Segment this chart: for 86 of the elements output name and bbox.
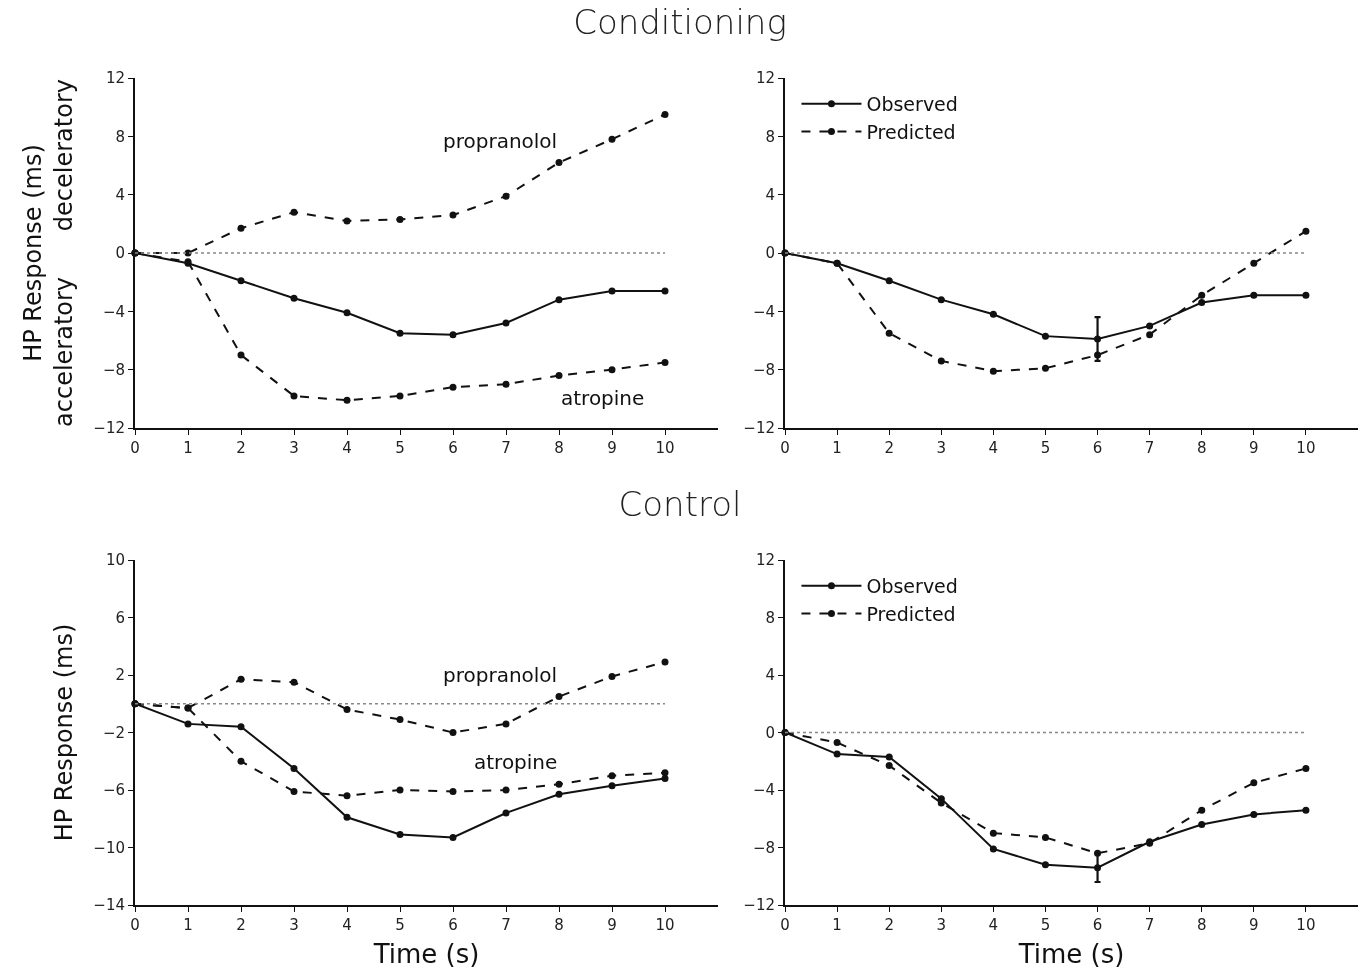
y-tick-label: 12 xyxy=(755,551,775,570)
x-tick-label: 8 xyxy=(1196,916,1207,934)
y-tick-label: 4 xyxy=(765,666,775,685)
x-tick-label: 0 xyxy=(780,916,790,934)
y-tick-label: −4 xyxy=(752,302,775,321)
y-tick-label: 10 xyxy=(105,551,125,570)
y-tick-label: −10 xyxy=(93,838,125,857)
x-tick-label: 4 xyxy=(988,439,999,457)
x-tick-label: 9 xyxy=(1249,439,1259,457)
x-tick-label: 5 xyxy=(1040,439,1051,457)
y-tick-label: −12 xyxy=(743,896,775,915)
x-tick-label: 3 xyxy=(289,916,299,934)
x-tick-label: 1 xyxy=(832,916,842,934)
series-label: atropine xyxy=(561,386,645,410)
y-tick-label: 4 xyxy=(765,185,775,204)
x-tick-label: 2 xyxy=(236,439,246,457)
x-tick-label: 6 xyxy=(448,439,458,457)
series-label: propranolol xyxy=(443,129,558,153)
x-tick-label: 4 xyxy=(342,916,352,934)
x-tick-label: 10 xyxy=(655,916,675,934)
x-tick-label: 10 xyxy=(1296,916,1316,934)
x-tick-label: 3 xyxy=(936,916,947,934)
x-tick-label: 9 xyxy=(607,916,617,934)
y-tick-label: 12 xyxy=(755,69,775,88)
x-tick-label: 5 xyxy=(1040,916,1051,934)
x-tick-label: 8 xyxy=(1196,439,1207,457)
y-tick-label: −4 xyxy=(102,302,125,321)
y-tick-label: 6 xyxy=(115,608,125,627)
y-tick-label: 8 xyxy=(115,127,125,146)
y-axis-title: HP Response (ms) xyxy=(49,623,78,842)
legend-label: Observed xyxy=(866,575,958,598)
legend-label: Predicted xyxy=(866,602,956,625)
x-tick-label: 2 xyxy=(884,916,894,934)
y-tick-label: −4 xyxy=(752,781,775,800)
x-tick-label: 6 xyxy=(1092,439,1103,457)
x-tick-label: 10 xyxy=(655,439,675,457)
x-tick-label: 3 xyxy=(936,439,947,457)
y-tick-label: 8 xyxy=(765,127,775,146)
y-tick-label: −14 xyxy=(93,896,125,915)
x-tick-label: 5 xyxy=(395,439,405,457)
x-tick-label: 7 xyxy=(501,439,511,457)
y-tick-label: 0 xyxy=(765,244,775,263)
legend-label: Observed xyxy=(866,93,958,116)
x-tick-label: 0 xyxy=(130,439,140,457)
x-tick-label: 9 xyxy=(1249,916,1259,934)
y-tick-label: −6 xyxy=(102,781,125,800)
x-tick-label: 0 xyxy=(780,439,790,457)
x-tick-label: 1 xyxy=(183,439,193,457)
x-tick-label: 3 xyxy=(289,439,299,457)
x-tick-label: 1 xyxy=(183,916,193,934)
x-axis-title: Time (s) xyxy=(372,939,480,970)
y-axis-title: HP Response (ms) acceleratory deceleratory xyxy=(18,79,78,427)
y-tick-label: 0 xyxy=(115,244,125,263)
legend-label: Predicted xyxy=(866,120,956,143)
x-tick-label: 7 xyxy=(501,916,511,934)
series-label: propranolol xyxy=(443,663,558,687)
y-tick-label: 0 xyxy=(765,723,775,742)
y-tick-label: 12 xyxy=(105,69,125,88)
y-tick-label: −12 xyxy=(93,419,125,438)
y-tick-label: −8 xyxy=(102,360,125,379)
x-tick-label: 7 xyxy=(1144,916,1155,934)
x-tick-label: 4 xyxy=(988,916,999,934)
x-tick-label: 2 xyxy=(236,916,246,934)
y-tick-label: −2 xyxy=(102,723,125,742)
x-tick-label: 9 xyxy=(607,439,617,457)
x-tick-label: 10 xyxy=(1296,439,1316,457)
y-tick-label: −12 xyxy=(743,419,775,438)
x-tick-label: 5 xyxy=(395,916,405,934)
y-tick-label: −8 xyxy=(752,838,775,857)
x-tick-label: 8 xyxy=(554,916,564,934)
y-tick-label: 2 xyxy=(115,666,125,685)
x-tick-label: 8 xyxy=(554,439,564,457)
x-tick-label: 6 xyxy=(448,916,458,934)
x-axis-title: Time (s) xyxy=(1017,939,1125,970)
chart-title: Control xyxy=(617,484,743,524)
y-tick-label: 4 xyxy=(115,185,125,204)
chart-title: Conditioning xyxy=(572,2,788,42)
x-tick-label: 7 xyxy=(1144,439,1155,457)
y-tick-label: −8 xyxy=(752,360,775,379)
series-label: atropine xyxy=(474,750,558,774)
x-tick-label: 4 xyxy=(342,439,352,457)
x-tick-label: 0 xyxy=(130,916,140,934)
x-tick-label: 1 xyxy=(832,439,842,457)
x-tick-label: 6 xyxy=(1092,916,1103,934)
x-tick-label: 2 xyxy=(884,439,894,457)
y-tick-label: 8 xyxy=(765,608,775,627)
